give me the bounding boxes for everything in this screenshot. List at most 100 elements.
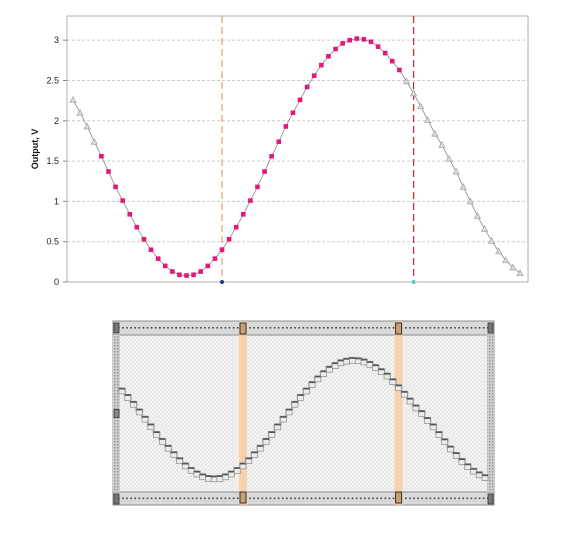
slider-step-top [407, 397, 414, 400]
y-tick-label: 1.5 [46, 156, 59, 166]
ruler-tick [458, 497, 460, 500]
ruler-tick [429, 327, 432, 329]
ruler-tick [454, 327, 456, 329]
slider-cursor-b-band[interactable] [394, 321, 403, 505]
ruler-tick [290, 327, 292, 329]
slider-step-top [136, 408, 143, 411]
ruler-tick [142, 327, 145, 329]
slider-cursor-a-bottom-grip[interactable] [239, 491, 247, 504]
data-point-unselected [83, 122, 91, 130]
ruler-tick [364, 497, 366, 500]
slider-step-top [343, 358, 350, 360]
ruler-tick [269, 327, 272, 329]
slider-cursor-a-top-grip[interactable] [239, 322, 247, 335]
ruler-tick [429, 497, 432, 500]
ruler-tick [466, 497, 469, 500]
slider-step-top [361, 358, 367, 361]
data-point-selected [219, 247, 225, 253]
data-point-unselected [466, 197, 475, 205]
ruler-tick [437, 497, 440, 500]
ruler-tick [425, 327, 428, 329]
ruler-tick [446, 497, 448, 500]
slider-step [164, 444, 172, 452]
slider-corner-grip[interactable] [487, 322, 494, 334]
ruler-tick [392, 497, 395, 500]
ruler-tick [204, 497, 206, 500]
slider-step-top [165, 445, 172, 447]
ruler-tick [380, 497, 382, 500]
data-point-selected [361, 37, 367, 42]
slider-cursor-b-top-grip[interactable] [395, 322, 403, 335]
slider-step-top [228, 470, 235, 473]
ruler-tick [314, 327, 317, 329]
slider-step [481, 474, 489, 481]
data-point-selected [276, 139, 282, 145]
ruler-tick [474, 497, 477, 500]
overview-slider[interactable] [0, 315, 577, 515]
slider-step [279, 415, 287, 423]
ruler-tick [167, 327, 169, 329]
ruler-tick [253, 327, 255, 329]
ruler-tick [195, 497, 198, 500]
ruler-tick [314, 497, 317, 500]
ruler-tick [462, 497, 464, 500]
ruler-tick [204, 327, 206, 329]
ruler-tick [318, 327, 321, 329]
slider-cursor-a-band[interactable] [239, 321, 247, 505]
ruler-tick [351, 327, 354, 329]
slider-step [441, 438, 449, 446]
slider-step-top [188, 467, 195, 469]
ruler-tick [339, 327, 341, 329]
slider-step-top [395, 384, 402, 387]
slider-mid-grip[interactable] [113, 409, 120, 418]
slider-step-top [234, 467, 241, 469]
slider-corner-grip[interactable] [113, 493, 120, 505]
ruler-tick [232, 327, 235, 329]
ruler-tick [372, 497, 374, 500]
ruler-tick [417, 327, 419, 329]
data-point-selected [212, 256, 218, 261]
slider-right-handle[interactable] [487, 335, 494, 492]
slider-step-top [458, 458, 465, 461]
ruler-tick [372, 327, 374, 329]
ruler-tick [187, 497, 190, 500]
data-point-unselected [480, 224, 489, 232]
slider-step-top [291, 401, 298, 403]
ruler-tick [335, 327, 337, 329]
ruler-tick [470, 327, 473, 329]
ruler-tick [437, 327, 440, 329]
ruler-tick [286, 497, 288, 500]
data-point-selected [226, 236, 232, 242]
ruler-tick [302, 497, 305, 500]
data-point-selected [347, 37, 353, 43]
slider-corner-grip[interactable] [487, 493, 494, 505]
ruler-tick [343, 327, 346, 329]
data-point-selected [375, 44, 381, 49]
data-point-selected [262, 169, 267, 174]
ruler-tick [277, 327, 280, 329]
ruler-tick [331, 327, 333, 329]
ruler-tick [183, 497, 186, 500]
ruler-tick [306, 327, 309, 329]
ruler-tick [179, 497, 182, 500]
ruler-tick [388, 327, 391, 329]
data-point-selected [198, 269, 204, 274]
slider-step-top [147, 423, 154, 426]
ruler-tick [126, 497, 128, 500]
ruler-tick [286, 327, 288, 329]
slider-corner-grip[interactable] [113, 322, 120, 334]
ruler-tick [200, 497, 202, 500]
ruler-tick [130, 327, 132, 329]
slider-step-top [470, 468, 477, 470]
ruler-tick [212, 497, 214, 500]
data-point-selected [127, 211, 133, 217]
ruler-tick [347, 327, 350, 329]
slider-step-top [372, 364, 379, 367]
slider-step-top [447, 445, 454, 448]
slider-cursor-b-bottom-grip[interactable] [395, 491, 403, 504]
ruler-tick [368, 327, 370, 329]
slider-step-top [199, 473, 206, 476]
data-point-unselected [516, 269, 524, 277]
ruler-tick [441, 497, 444, 500]
ruler-tick [298, 497, 300, 500]
